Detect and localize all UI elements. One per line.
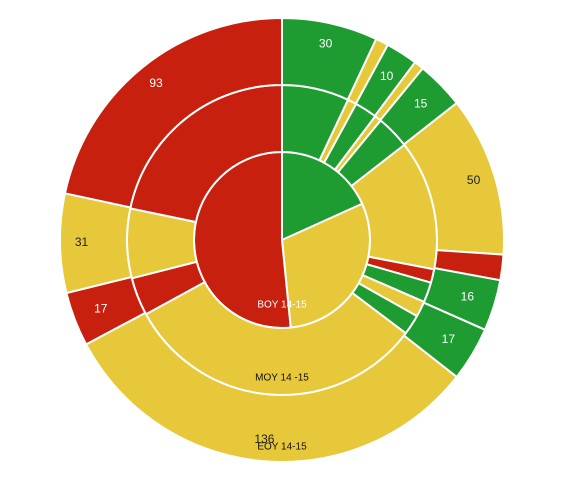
ring-2-segment-11-label: 31 — [75, 235, 89, 249]
ring-0-title: BOY 14-15 — [257, 300, 307, 311]
ring-2-segment-12-label: 93 — [149, 76, 163, 90]
ring-2-title: EOY 14-15 — [257, 442, 307, 453]
ring-2-segment-9 — [84, 311, 459, 463]
ring-2-segment-10-label: 17 — [94, 301, 108, 315]
ring-2-segment-12 — [63, 16, 283, 209]
ring-2-segment-7-label: 16 — [461, 289, 475, 303]
ring-1-title: MOY 14 -15 — [255, 373, 309, 384]
ring-2-segment-9-label: 136 — [254, 432, 274, 446]
ring-2-segment-2-label: 10 — [380, 69, 394, 83]
ring-2-segment-8-label: 17 — [442, 332, 456, 346]
ring-2-segment-11 — [59, 192, 133, 295]
ring-2-segment-0-label: 30 — [319, 36, 333, 50]
ring-2-segment-5-label: 50 — [467, 173, 481, 187]
ring-2-segment-4-label: 15 — [414, 97, 428, 111]
